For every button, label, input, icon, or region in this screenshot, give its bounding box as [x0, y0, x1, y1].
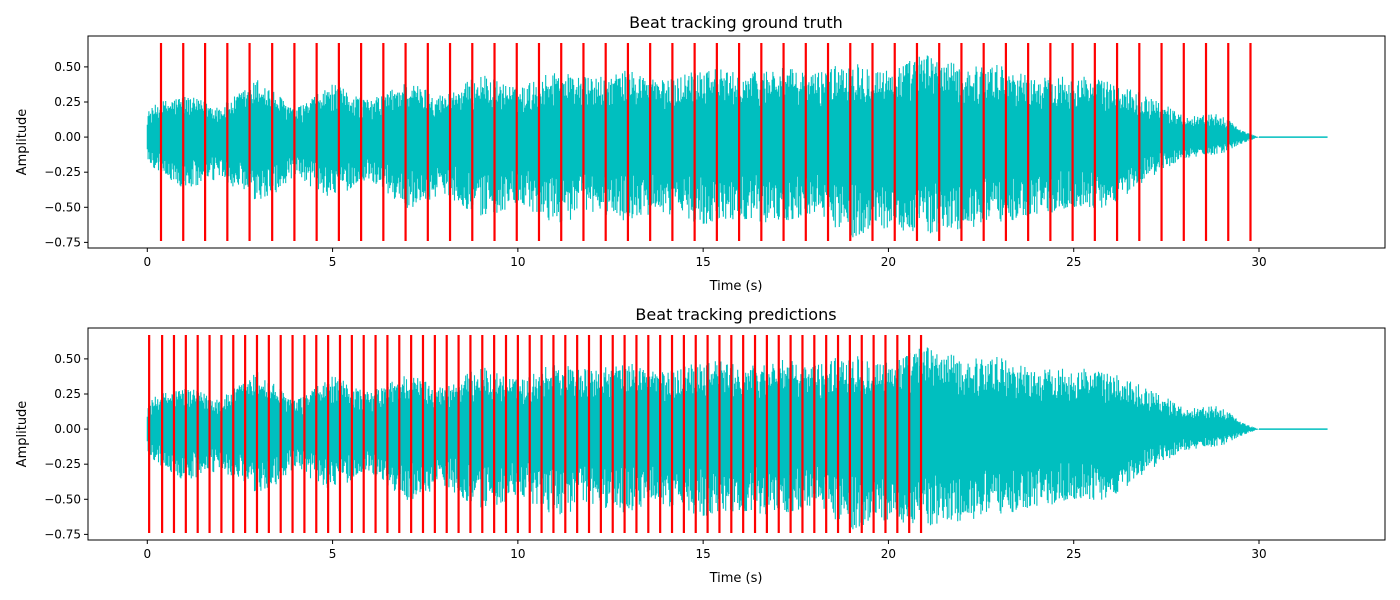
x-axis-ticks: 0 5 10 15 20 25 30 — [143, 540, 1267, 561]
y-tick-label: 0.50 — [54, 352, 81, 366]
y-tick-label: 0.00 — [54, 130, 81, 144]
x-tick-label: 5 — [329, 547, 337, 561]
x-tick-label: 20 — [881, 255, 896, 269]
y-tick-label: −0.25 — [44, 457, 81, 471]
x-tick-label: 5 — [329, 255, 337, 269]
x-tick-label: 10 — [510, 547, 525, 561]
chart-title: Beat tracking ground truth — [629, 13, 843, 32]
x-tick-label: 25 — [1066, 255, 1081, 269]
axes-frame — [87, 327, 1386, 541]
chart-title: Beat tracking predictions — [635, 305, 836, 324]
x-tick-label: 25 — [1066, 547, 1081, 561]
x-tick-label: 10 — [510, 255, 525, 269]
x-axis-label: Time (s) — [709, 571, 763, 586]
y-axis-label: Amplitude — [15, 109, 30, 176]
y-tick-label: 0.00 — [54, 422, 81, 436]
beat-markers — [159, 43, 1252, 241]
y-tick-label: 0.25 — [54, 95, 81, 109]
x-tick-label: 15 — [696, 255, 711, 269]
y-tick-label: −0.75 — [44, 235, 81, 249]
x-tick-label: 20 — [881, 547, 896, 561]
x-tick-label: 30 — [1251, 547, 1266, 561]
x-tick-label: 0 — [143, 547, 151, 561]
y-tick-label: 0.50 — [54, 60, 81, 74]
y-axis-ticks: −0.75 −0.50 −0.25 0.00 0.25 0.50 — [44, 60, 88, 249]
panel-predictions: Beat tracking predictions 0 5 10 15 20 25 30 −… — [15, 305, 1386, 586]
x-tick-label: 30 — [1251, 255, 1266, 269]
beat-markers — [148, 335, 923, 533]
x-tick-label: 15 — [696, 547, 711, 561]
panel-ground-truth: Beat tracking ground truth 0 5 10 15 20 25 30 … — [15, 13, 1386, 294]
axes-frame — [87, 35, 1386, 249]
x-tick-label: 0 — [143, 255, 151, 269]
y-tick-label: −0.25 — [44, 165, 81, 179]
x-axis-label: Time (s) — [709, 279, 763, 294]
y-tick-label: 0.25 — [54, 387, 81, 401]
y-axis-label: Amplitude — [15, 401, 30, 468]
y-tick-label: −0.75 — [44, 527, 81, 541]
x-axis-ticks: 0 5 10 15 20 25 30 — [143, 248, 1267, 269]
y-tick-label: −0.50 — [44, 200, 81, 214]
y-axis-ticks: −0.75 −0.50 −0.25 0.00 0.25 0.50 — [44, 352, 88, 541]
y-tick-label: −0.50 — [44, 492, 81, 506]
